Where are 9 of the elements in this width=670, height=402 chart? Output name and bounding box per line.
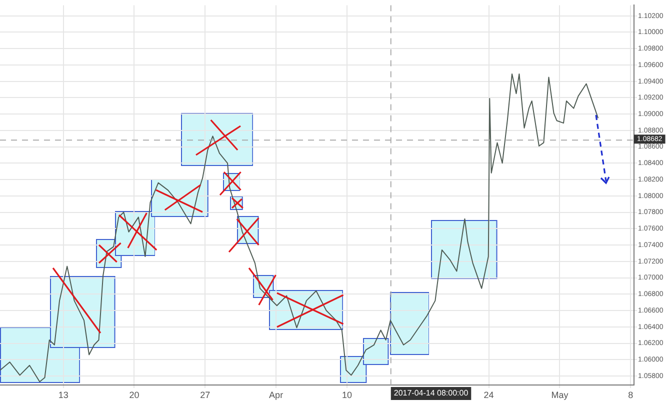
x-tick-label: 8 [628, 390, 634, 400]
x-tick-label: 20 [129, 390, 140, 400]
x-tick-label: 13 [58, 390, 68, 400]
x-tick-label: 10 [342, 390, 352, 400]
x-tick-label: 24 [484, 390, 494, 400]
x-tick-label: May [551, 390, 569, 400]
x-tick-label: Apr [269, 390, 284, 400]
ref-line-label: 2017-04-14 08:00:00 [394, 388, 469, 398]
x-tick-label: 27 [200, 390, 210, 400]
